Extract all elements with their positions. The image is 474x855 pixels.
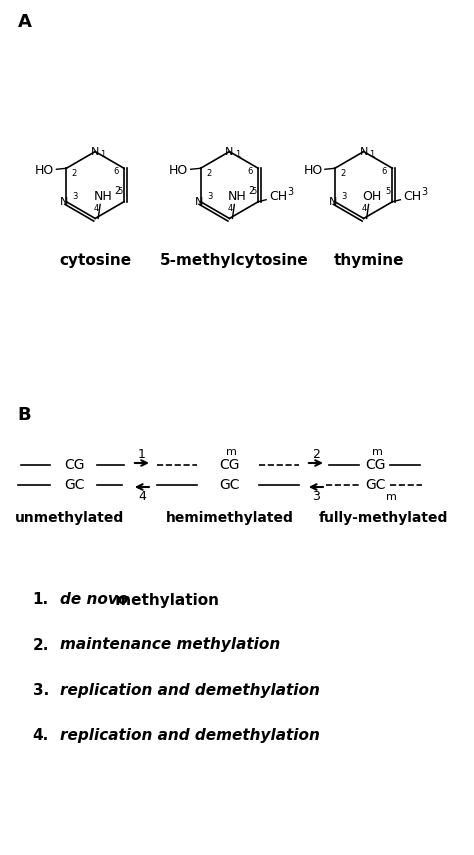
Text: fully-methylated: fully-methylated	[319, 511, 448, 525]
Text: 2: 2	[114, 186, 120, 197]
Text: de novo: de novo	[60, 593, 129, 608]
Text: GC: GC	[64, 478, 84, 492]
Text: 2: 2	[312, 449, 320, 462]
Text: CG: CG	[365, 458, 386, 472]
Text: 1: 1	[100, 150, 106, 159]
Text: m: m	[372, 447, 383, 457]
Text: replication and demethylation: replication and demethylation	[60, 682, 320, 698]
Text: unmethylated: unmethylated	[15, 511, 124, 525]
Text: 2.: 2.	[33, 638, 49, 652]
Text: 3: 3	[312, 490, 320, 503]
Text: N: N	[91, 146, 100, 156]
Text: 5: 5	[252, 187, 257, 196]
Text: N: N	[225, 146, 234, 156]
Text: 1: 1	[369, 150, 374, 159]
Text: 2: 2	[340, 168, 346, 178]
Text: 6: 6	[113, 167, 118, 176]
Text: 4: 4	[362, 204, 367, 213]
Text: methylation: methylation	[110, 593, 219, 608]
Text: 3: 3	[207, 192, 212, 201]
Text: m: m	[386, 492, 397, 502]
Text: N: N	[60, 197, 69, 207]
Text: HO: HO	[169, 164, 188, 177]
Text: 3: 3	[287, 186, 293, 197]
Text: CG: CG	[64, 458, 84, 472]
Text: A: A	[18, 13, 31, 31]
Text: 1.: 1.	[33, 593, 49, 608]
Text: CH: CH	[269, 190, 287, 203]
Text: 4: 4	[93, 204, 99, 213]
Text: OH: OH	[362, 190, 381, 203]
Text: HO: HO	[303, 164, 323, 177]
Text: 4: 4	[138, 490, 146, 503]
Text: 3.: 3.	[33, 682, 49, 698]
Text: HO: HO	[35, 164, 54, 177]
Text: N: N	[194, 197, 203, 207]
Text: N: N	[359, 146, 368, 156]
Text: thymine: thymine	[333, 252, 404, 268]
Text: 4.: 4.	[33, 728, 49, 742]
Text: 6: 6	[382, 167, 387, 176]
Text: CH: CH	[403, 190, 421, 203]
Text: 6: 6	[247, 167, 253, 176]
Text: m: m	[226, 447, 237, 457]
Text: GC: GC	[365, 478, 386, 492]
Text: cytosine: cytosine	[59, 252, 131, 268]
Text: replication and demethylation: replication and demethylation	[60, 728, 320, 742]
Text: 2: 2	[206, 168, 211, 178]
Text: 5: 5	[386, 187, 391, 196]
Text: B: B	[18, 406, 31, 424]
Text: 1: 1	[235, 150, 240, 159]
Text: 3: 3	[73, 192, 78, 201]
Text: N: N	[328, 197, 337, 207]
Text: maintenance methylation: maintenance methylation	[60, 638, 281, 652]
Text: 5-methylcytosine: 5-methylcytosine	[160, 252, 309, 268]
Text: NH: NH	[228, 190, 247, 203]
Text: 1: 1	[138, 449, 146, 462]
Text: 3: 3	[341, 192, 346, 201]
Text: GC: GC	[219, 478, 240, 492]
Text: 2: 2	[72, 168, 77, 178]
Text: 3: 3	[421, 186, 427, 197]
Text: CG: CG	[219, 458, 240, 472]
Text: hemimethylated: hemimethylated	[165, 511, 293, 525]
Text: 2: 2	[248, 186, 255, 197]
Text: 4: 4	[228, 204, 233, 213]
Text: NH: NH	[94, 190, 112, 203]
Text: 5: 5	[118, 187, 123, 196]
